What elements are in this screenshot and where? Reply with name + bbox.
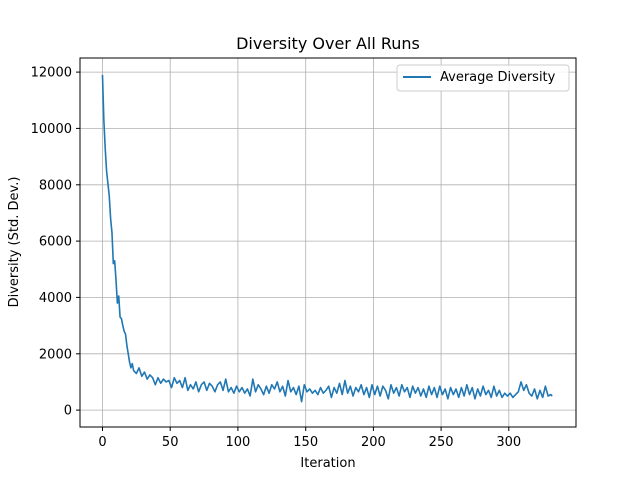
y-tick-label: 4000 [39,291,72,306]
x-tick-label: 50 [162,435,179,450]
y-tick-label: 6000 [39,235,72,250]
y-axis-label: Diversity (Std. Dev.) [7,177,22,308]
x-tick-label: 300 [496,435,521,450]
plot-frame [79,57,577,428]
legend-box [396,64,570,92]
chart-title: Diversity Over All Runs [236,34,420,53]
legend: Average Diversity [396,64,570,92]
y-tick-label: 0 [64,404,72,419]
y-tick-label: 2000 [39,347,72,362]
x-axis-label: Iteration [300,456,355,471]
y-tick-label: 10000 [31,122,72,137]
x-tick-label: 0 [98,435,106,450]
y-tick-label: 8000 [39,178,72,193]
series-layer [101,74,553,403]
y-tick-label: 12000 [31,66,72,81]
x-tick-label: 200 [361,435,386,450]
x-tick-label: 150 [293,435,318,450]
series-line-average-diversity [101,74,553,403]
x-tick-label: 250 [429,435,454,450]
x-tick-label: 100 [225,435,250,450]
ticks: 0 50 100 150 200 250 300 0 2000 4000 6000 8000 10000… [31,66,522,450]
grid [80,58,576,427]
legend-label: Average Diversity [440,70,556,85]
